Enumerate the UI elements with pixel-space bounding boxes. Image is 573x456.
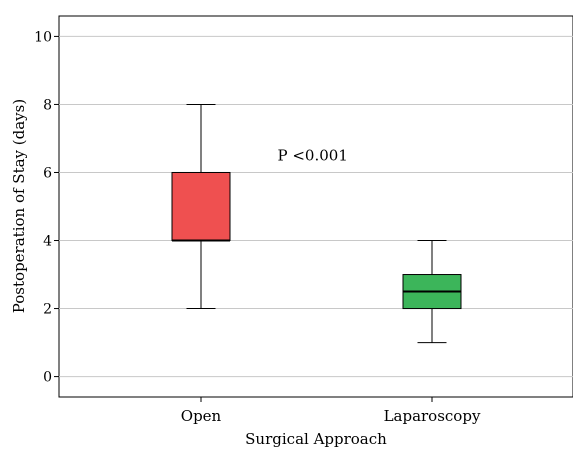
iqr-box — [171, 171, 231, 242]
y-tick-label-0: 0 — [43, 370, 52, 386]
gridlines — [59, 35, 573, 378]
x-tick-label-open: Open — [181, 407, 222, 425]
box-open — [171, 103, 231, 310]
y-tick-label-5: 10 — [34, 29, 52, 45]
y-tick-label-2: 4 — [43, 234, 52, 250]
x-axis: Open Laparoscopy — [181, 397, 481, 425]
y-tick-label-4: 8 — [43, 97, 52, 113]
boxes — [171, 103, 462, 344]
y-axis: 0 2 4 6 8 10 — [34, 29, 59, 386]
y-tick-label-3: 6 — [43, 165, 52, 181]
y-tick-label-1: 2 — [43, 302, 52, 318]
x-axis-label: Surgical Approach — [245, 430, 387, 448]
box-laparoscopy — [402, 240, 462, 344]
p-value-annotation: P <0.001 — [278, 146, 348, 164]
plot-area — [58, 15, 573, 398]
x-tick-label-laparoscopy: Laparoscopy — [384, 407, 481, 425]
y-axis-label: Postoperation of Stay (days) — [10, 99, 28, 313]
